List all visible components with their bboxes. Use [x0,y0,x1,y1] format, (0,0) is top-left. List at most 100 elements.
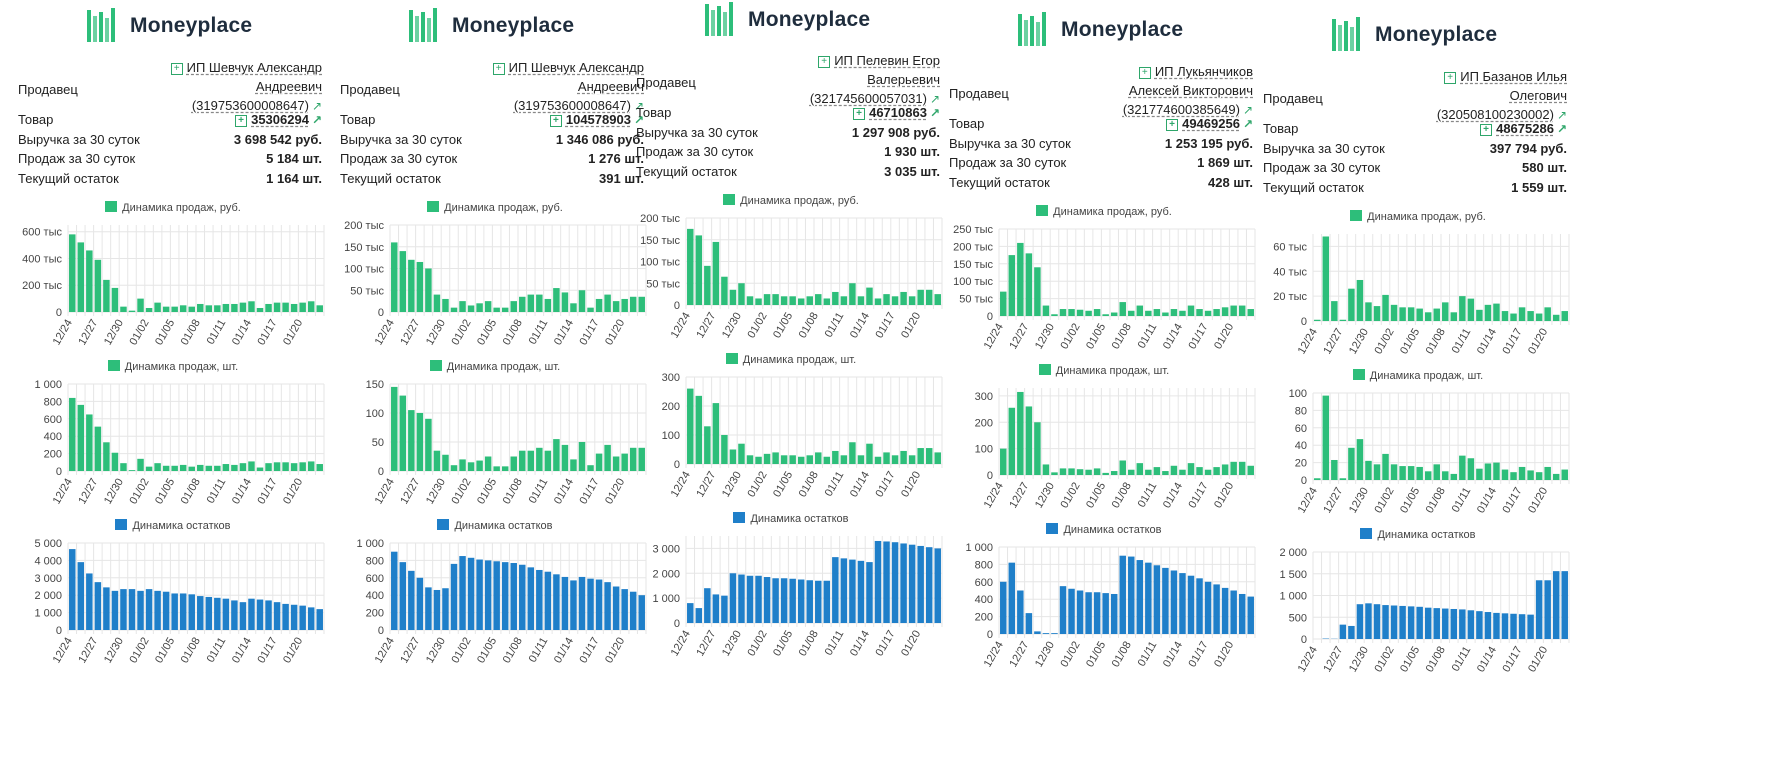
add-goods-icon[interactable]: + [1166,119,1179,131]
x-tick-label: 01/08 [501,477,525,507]
bar [1204,581,1212,634]
bar [459,459,466,471]
seller-name[interactable]: + ИП Пелевин Егор Валерьевич (32174560005… [740,51,940,109]
bar [612,586,620,630]
add-seller-icon[interactable]: + [492,63,505,75]
external-link-icon[interactable]: ↗ [929,106,940,120]
bar [77,404,85,471]
external-link-icon[interactable]: ↗ [1556,108,1567,122]
chart-legend[interactable]: Динамика продаж, шт. [949,364,1259,377]
y-tick-label: 150 тыс [344,242,384,254]
x-tick-label: 01/11 [205,318,229,347]
y-tick-label: 40 [1295,440,1307,452]
bar [1085,592,1092,634]
bar [746,296,754,305]
external-link-icon[interactable]: ↗ [311,99,322,113]
chart-legend[interactable]: Динамика продаж, шт. [636,353,946,366]
external-link-icon[interactable]: ↗ [633,113,644,127]
bar [866,443,873,464]
y-tick-label: 0 [1301,316,1307,328]
seller-name[interactable]: + ИП Лукьянчиков Алексей Викторович (3217… [1053,62,1253,120]
external-link-icon[interactable]: ↗ [929,92,940,106]
chart-legend[interactable]: Динамика остатков [340,519,650,532]
x-tick-label: 12/30 [1033,322,1057,352]
bar [484,560,492,630]
bar [1017,242,1024,316]
chart-legend[interactable]: Динамика продаж, руб. [1263,210,1573,223]
bar [1008,407,1016,475]
bar [891,455,899,464]
x-tick-label: 12/24 [669,311,693,341]
x-tick-label: 12/30 [1347,486,1371,516]
bar [307,301,315,312]
bar [1484,304,1492,321]
bar [849,283,856,305]
add-seller-icon[interactable]: + [1444,72,1457,84]
chart-legend[interactable]: Динамика продаж, шт. [340,360,650,373]
bar [604,444,611,471]
bar [1424,471,1432,480]
add-goods-icon[interactable]: + [1480,124,1493,136]
x-tick-label: 01/20 [603,636,627,666]
chart-legend[interactable]: Динамика остатков [1263,528,1573,541]
add-goods-icon[interactable]: + [853,108,866,120]
chart-legend[interactable]: Динамика продаж, руб. [18,201,328,214]
add-seller-icon[interactable]: + [818,56,831,68]
x-tick-label: 12/27 [398,636,422,666]
chart-legend[interactable]: Динамика продаж, шт. [1263,369,1573,382]
bar [77,242,85,312]
external-link-icon[interactable]: ↗ [633,99,644,113]
external-link-icon[interactable]: ↗ [1242,117,1253,131]
seller-name[interactable]: + ИП Шевчук Александр Андреевич (31975360… [122,58,322,116]
bar [154,463,161,471]
chart-stock: Динамика остатков 0 200 400 600 800 1 000 12/24… [949,523,1259,683]
x-tick-label: 01/08 [797,470,821,500]
bar [1085,469,1092,475]
x-tick-label: 12/27 [1007,481,1031,511]
chart-legend[interactable]: Динамика остатков [949,523,1259,536]
bar [1213,584,1220,634]
external-link-icon[interactable]: ↗ [311,113,322,127]
bar [1399,307,1406,321]
chart-sales-rub: Динамика продаж, руб. 0 50 тыс 100 тыс 150 т… [636,194,946,354]
bar [519,564,526,630]
bar [1442,471,1449,480]
chart-legend[interactable]: Динамика продаж, руб. [949,205,1259,218]
external-link-icon[interactable]: ↗ [1556,122,1567,136]
x-tick-label: 12/30 [1033,640,1057,670]
sales-row: Продаж за 30 суток 1 869 шт. [949,155,1253,170]
bar [1450,608,1458,639]
chart-legend[interactable]: Динамика остатков [636,512,946,525]
legend-label: Динамика остатков [1063,524,1162,536]
chart-legend[interactable]: Динамика продаж, шт. [18,360,328,373]
seller-label: Продавец [1263,91,1323,106]
bar [111,452,119,471]
bar [1170,570,1178,634]
seller-name[interactable]: + ИП Базанов Илья Олегович (3205081002300… [1367,67,1567,125]
legend-swatch [733,512,746,523]
legend-label: Динамика продаж, шт. [1055,365,1170,377]
x-tick-label: 12/30 [424,318,448,348]
chart-legend[interactable]: Динамика остатков [18,519,328,532]
y-tick-label: 60 [1295,423,1307,435]
bar [239,463,247,471]
chart-legend[interactable]: Динамика продаж, руб. [636,194,946,207]
bar [273,302,281,312]
revenue-row: Выручка за 30 суток 3 698 542 руб. [18,131,322,147]
add-seller-icon[interactable]: + [1138,67,1151,79]
bar [476,303,483,312]
x-tick-label: 12/24 [1296,327,1320,357]
bar [1356,279,1364,321]
bar [570,459,577,471]
chart-legend[interactable]: Динамика продаж, руб. [340,201,650,214]
add-goods-icon[interactable]: + [549,115,562,127]
x-tick-label: 12/24 [373,636,397,666]
legend-label: Динамика продаж, руб. [122,202,241,214]
add-goods-icon[interactable]: + [235,115,248,127]
external-link-icon[interactable]: ↗ [1242,103,1253,117]
add-seller-icon[interactable]: + [170,63,183,75]
x-tick-label: 01/14 [552,477,576,507]
seller-name[interactable]: + ИП Шевчук Александр Андреевич (31975360… [444,58,644,116]
bar [772,294,779,305]
